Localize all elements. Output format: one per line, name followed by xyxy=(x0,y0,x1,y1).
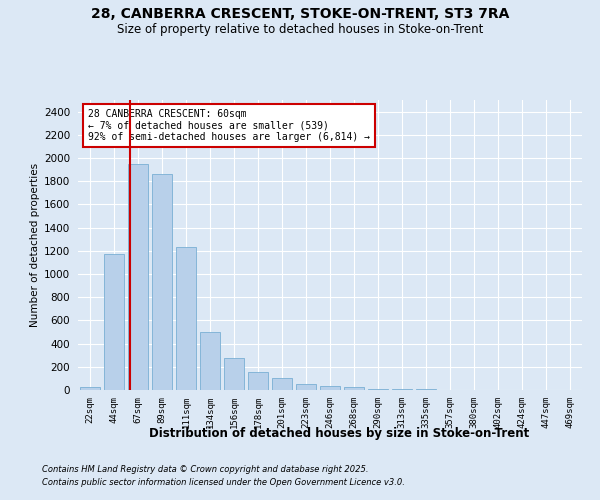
Text: 28, CANBERRA CRESCENT, STOKE-ON-TRENT, ST3 7RA: 28, CANBERRA CRESCENT, STOKE-ON-TRENT, S… xyxy=(91,8,509,22)
Bar xyxy=(272,378,292,390)
Bar xyxy=(152,174,172,390)
Bar xyxy=(200,332,220,390)
Bar xyxy=(392,389,412,390)
Text: 28 CANBERRA CRESCENT: 60sqm
← 7% of detached houses are smaller (539)
92% of sem: 28 CANBERRA CRESCENT: 60sqm ← 7% of deta… xyxy=(88,108,370,142)
Bar xyxy=(320,386,340,390)
Bar xyxy=(344,387,364,390)
Bar xyxy=(368,388,388,390)
Text: Size of property relative to detached houses in Stoke-on-Trent: Size of property relative to detached ho… xyxy=(117,22,483,36)
Bar xyxy=(80,387,100,390)
Bar xyxy=(176,248,196,390)
Text: Contains HM Land Registry data © Crown copyright and database right 2025.: Contains HM Land Registry data © Crown c… xyxy=(42,466,368,474)
Bar xyxy=(296,384,316,390)
Text: Distribution of detached houses by size in Stoke-on-Trent: Distribution of detached houses by size … xyxy=(149,428,529,440)
Y-axis label: Number of detached properties: Number of detached properties xyxy=(30,163,40,327)
Bar xyxy=(224,358,244,390)
Bar xyxy=(248,372,268,390)
Text: Contains public sector information licensed under the Open Government Licence v3: Contains public sector information licen… xyxy=(42,478,405,487)
Bar xyxy=(104,254,124,390)
Bar xyxy=(128,164,148,390)
